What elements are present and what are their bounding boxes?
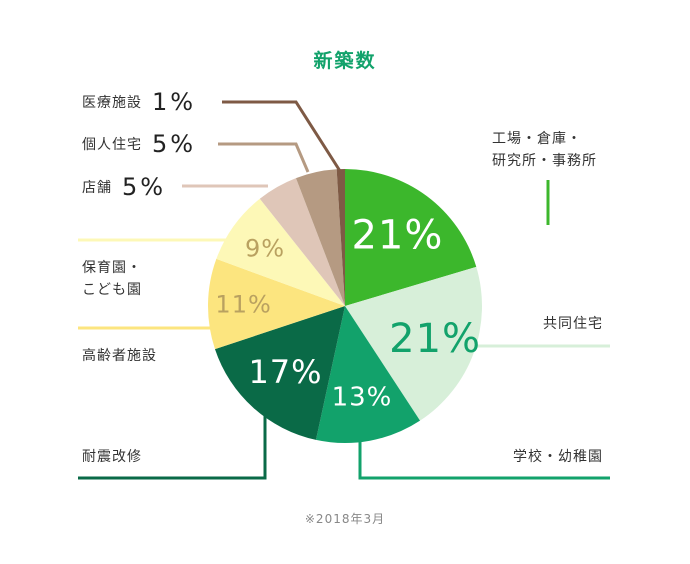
leader-line-medical	[222, 100, 342, 172]
label-seismic: 耐震改修	[82, 449, 142, 465]
pie-slices	[208, 168, 482, 443]
leader-line-school	[358, 438, 610, 480]
label-elderly: 高齢者施設	[82, 348, 157, 364]
label-nursery-line1: 保育園・	[82, 260, 142, 276]
pie-slice	[345, 266, 482, 421]
slice-percent-label: 21%	[351, 213, 443, 259]
slice-percent-label: 11%	[215, 291, 271, 319]
leader-line-seismic	[78, 415, 267, 480]
label-office-line1: 工場・倉庫・	[492, 131, 582, 147]
slice-percent-label: 21%	[389, 316, 481, 362]
label-school: 学校・幼稚園	[513, 449, 603, 465]
slice-percent-label: 17%	[248, 353, 322, 391]
pie-slice	[315, 306, 421, 443]
pie-slice	[259, 178, 345, 306]
label-house: 個人住宅 5%	[82, 130, 197, 158]
pie-slice	[208, 258, 345, 350]
label-medical-name: 医療施設	[82, 95, 142, 111]
label-shop-name: 店舗	[82, 180, 112, 196]
label-nursery: 保育園・ こども園	[82, 257, 142, 301]
label-medical-percent: 1%	[152, 88, 197, 116]
leader-line-house	[218, 142, 310, 173]
date-note: ※2018年3月	[304, 512, 386, 526]
label-house-percent: 5%	[152, 130, 197, 158]
pie-slice	[345, 169, 477, 306]
leader-lines	[78, 100, 610, 480]
slice-percent-label: 9%	[245, 234, 285, 262]
chart-title: 新築数	[313, 50, 377, 72]
slice-percent-label: 13%	[332, 383, 393, 413]
label-medical: 医療施設 1%	[82, 88, 197, 116]
label-shop: 店舗 5%	[82, 173, 167, 201]
label-apartment: 共同住宅	[543, 316, 603, 332]
pie-slice	[295, 169, 345, 306]
pie-slice	[214, 306, 345, 440]
label-office: 工場・倉庫・ 研究所・事務所	[492, 128, 597, 172]
pie-slice	[216, 198, 345, 306]
pie-slice	[336, 168, 345, 306]
label-shop-percent: 5%	[122, 173, 167, 201]
label-nursery-line2: こども園	[82, 282, 142, 298]
percent-labels: 21% 21% 13% 17% 11% 9%	[215, 213, 481, 413]
label-office-line2: 研究所・事務所	[492, 153, 597, 169]
label-house-name: 個人住宅	[82, 137, 142, 153]
